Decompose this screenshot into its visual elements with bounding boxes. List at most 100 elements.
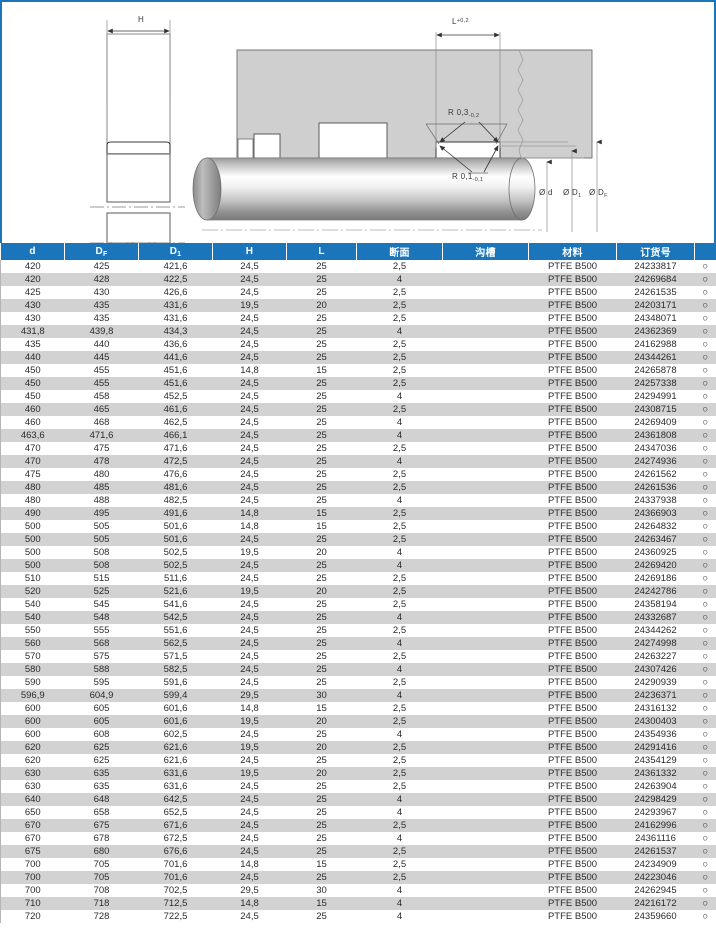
table-row[interactable]: 490 495 491,6 14,8 15 2,5 PTFE B500 24366903 ○ bbox=[0, 507, 716, 520]
table-row[interactable]: 630 635 631,6 24,5 25 2,5 PTFE B500 24263904 ○ bbox=[0, 780, 716, 793]
cell-option-marker[interactable]: ○ bbox=[694, 728, 716, 741]
table-row[interactable]: 450 455 451,6 24,5 25 2,5 PTFE B500 24257338 ○ bbox=[0, 377, 716, 390]
cell-option-marker[interactable]: ○ bbox=[694, 364, 716, 377]
column-header-df[interactable]: DF bbox=[64, 243, 139, 260]
table-row[interactable]: 425 430 426,6 24,5 25 2,5 PTFE B500 24261535 ○ bbox=[0, 286, 716, 299]
table-row[interactable]: 540 545 541,6 24,5 25 2,5 PTFE B500 24358194 ○ bbox=[0, 598, 716, 611]
table-row[interactable]: 700 708 702,5 29,5 30 4 PTFE B500 24262945 ○ bbox=[0, 884, 716, 897]
cell-option-marker[interactable]: ○ bbox=[694, 520, 716, 533]
cell-option-marker[interactable]: ○ bbox=[694, 260, 716, 273]
cell-option-marker[interactable]: ○ bbox=[694, 390, 716, 403]
table-row[interactable]: 480 488 482,5 24,5 25 4 PTFE B500 24337938 ○ bbox=[0, 494, 716, 507]
cell-option-marker[interactable]: ○ bbox=[694, 286, 716, 299]
cell-option-marker[interactable]: ○ bbox=[694, 884, 716, 897]
cell-option-marker[interactable]: ○ bbox=[694, 806, 716, 819]
table-row[interactable]: 560 568 562,5 24,5 25 4 PTFE B500 24274998 ○ bbox=[0, 637, 716, 650]
cell-option-marker[interactable]: ○ bbox=[694, 676, 716, 689]
cell-option-marker[interactable]: ○ bbox=[694, 468, 716, 481]
cell-option-marker[interactable]: ○ bbox=[694, 897, 716, 910]
cell-option-marker[interactable]: ○ bbox=[694, 754, 716, 767]
column-header-material[interactable]: 材料 bbox=[528, 243, 617, 260]
table-row[interactable]: 460 468 462,5 24,5 25 4 PTFE B500 24269409 ○ bbox=[0, 416, 716, 429]
table-row[interactable]: 480 485 481,6 24,5 25 2,5 PTFE B500 24261536 ○ bbox=[0, 481, 716, 494]
cell-option-marker[interactable]: ○ bbox=[694, 338, 716, 351]
table-row[interactable]: 670 678 672,5 24,5 25 4 PTFE B500 24361116 ○ bbox=[0, 832, 716, 845]
cell-option-marker[interactable]: ○ bbox=[694, 351, 716, 364]
table-row[interactable]: 670 675 671,6 24,5 25 2,5 PTFE B500 24162996 ○ bbox=[0, 819, 716, 832]
table-row[interactable]: 620 625 621,6 19,5 20 2,5 PTFE B500 24291416 ○ bbox=[0, 741, 716, 754]
cell-option-marker[interactable]: ○ bbox=[694, 572, 716, 585]
table-row[interactable]: 620 625 621,6 24,5 25 2,5 PTFE B500 24354129 ○ bbox=[0, 754, 716, 767]
cell-option-marker[interactable]: ○ bbox=[694, 442, 716, 455]
cell-option-marker[interactable]: ○ bbox=[694, 715, 716, 728]
table-row[interactable]: 420 425 421,6 24,5 25 2,5 PTFE B500 24233817 ○ bbox=[0, 260, 716, 273]
table-row[interactable]: 550 555 551,6 24,5 25 2,5 PTFE B500 24344262 ○ bbox=[0, 624, 716, 637]
cell-option-marker[interactable]: ○ bbox=[694, 702, 716, 715]
table-row[interactable]: 500 505 501,6 14,8 15 2,5 PTFE B500 24264832 ○ bbox=[0, 520, 716, 533]
table-row[interactable]: 600 605 601,6 19,5 20 2,5 PTFE B500 24300403 ○ bbox=[0, 715, 716, 728]
cell-option-marker[interactable]: ○ bbox=[694, 767, 716, 780]
cell-option-marker[interactable]: ○ bbox=[694, 689, 716, 702]
table-row[interactable]: 500 505 501,6 24,5 25 2,5 PTFE B500 24263467 ○ bbox=[0, 533, 716, 546]
cell-option-marker[interactable]: ○ bbox=[694, 910, 716, 923]
cell-option-marker[interactable]: ○ bbox=[694, 299, 716, 312]
table-row[interactable]: 650 658 652,5 24,5 25 4 PTFE B500 24293967 ○ bbox=[0, 806, 716, 819]
table-row[interactable]: 600 608 602,5 24,5 25 4 PTFE B500 24354936 ○ bbox=[0, 728, 716, 741]
cell-option-marker[interactable]: ○ bbox=[694, 312, 716, 325]
cell-option-marker[interactable]: ○ bbox=[694, 455, 716, 468]
column-header-l[interactable]: L bbox=[286, 243, 357, 260]
cell-option-marker[interactable]: ○ bbox=[694, 507, 716, 520]
column-header-section[interactable]: 断面 bbox=[356, 243, 443, 260]
column-header-option[interactable] bbox=[694, 243, 716, 260]
cell-option-marker[interactable]: ○ bbox=[694, 598, 716, 611]
cell-option-marker[interactable]: ○ bbox=[694, 273, 716, 286]
table-row[interactable]: 630 635 631,6 19,5 20 2,5 PTFE B500 24361332 ○ bbox=[0, 767, 716, 780]
table-row[interactable]: 450 455 451,6 14,8 15 2,5 PTFE B500 24265878 ○ bbox=[0, 364, 716, 377]
cell-option-marker[interactable]: ○ bbox=[694, 858, 716, 871]
table-row[interactable]: 520 525 521,6 19,5 20 2,5 PTFE B500 24242786 ○ bbox=[0, 585, 716, 598]
table-row[interactable]: 500 508 502,5 24,5 25 4 PTFE B500 24269420 ○ bbox=[0, 559, 716, 572]
cell-option-marker[interactable]: ○ bbox=[694, 325, 716, 338]
cell-option-marker[interactable]: ○ bbox=[694, 403, 716, 416]
cell-option-marker[interactable]: ○ bbox=[694, 416, 716, 429]
table-row[interactable]: 460 465 461,6 24,5 25 2,5 PTFE B500 24308715 ○ bbox=[0, 403, 716, 416]
table-row[interactable]: 580 588 582,5 24,5 25 4 PTFE B500 24307426 ○ bbox=[0, 663, 716, 676]
column-header-d[interactable]: d bbox=[0, 243, 65, 260]
table-row[interactable]: 470 475 471,6 24,5 25 2,5 PTFE B500 24347036 ○ bbox=[0, 442, 716, 455]
cell-option-marker[interactable]: ○ bbox=[694, 637, 716, 650]
cell-option-marker[interactable]: ○ bbox=[694, 585, 716, 598]
table-row[interactable]: 710 718 712,5 14,8 15 4 PTFE B500 24216172 ○ bbox=[0, 897, 716, 910]
table-row[interactable]: 431,8 439,8 434,3 24,5 25 4 PTFE B500 24362369 ○ bbox=[0, 325, 716, 338]
table-row[interactable]: 430 435 431,6 24,5 25 2,5 PTFE B500 24348071 ○ bbox=[0, 312, 716, 325]
cell-option-marker[interactable]: ○ bbox=[694, 546, 716, 559]
cell-option-marker[interactable]: ○ bbox=[694, 741, 716, 754]
table-row[interactable]: 640 648 642,5 24,5 25 4 PTFE B500 24298429 ○ bbox=[0, 793, 716, 806]
table-row[interactable]: 463,6 471,6 466,1 24,5 25 4 PTFE B500 24361808 ○ bbox=[0, 429, 716, 442]
table-row[interactable]: 420 428 422,5 24,5 25 4 PTFE B500 24269684 ○ bbox=[0, 273, 716, 286]
table-row[interactable]: 700 705 701,6 24,5 25 2,5 PTFE B500 24223046 ○ bbox=[0, 871, 716, 884]
cell-option-marker[interactable]: ○ bbox=[694, 793, 716, 806]
table-row[interactable]: 440 445 441,6 24,5 25 2,5 PTFE B500 24344261 ○ bbox=[0, 351, 716, 364]
table-row[interactable]: 700 705 701,6 14,8 15 2,5 PTFE B500 24234909 ○ bbox=[0, 858, 716, 871]
table-row[interactable]: 510 515 511,6 24,5 25 2,5 PTFE B500 24269186 ○ bbox=[0, 572, 716, 585]
column-header-d1[interactable]: D1 bbox=[138, 243, 213, 260]
column-header-h[interactable]: H bbox=[212, 243, 287, 260]
cell-option-marker[interactable]: ○ bbox=[694, 650, 716, 663]
cell-option-marker[interactable]: ○ bbox=[694, 559, 716, 572]
table-row[interactable]: 600 605 601,6 14,8 15 2,5 PTFE B500 24316132 ○ bbox=[0, 702, 716, 715]
table-row[interactable]: 470 478 472,5 24,5 25 4 PTFE B500 24274936 ○ bbox=[0, 455, 716, 468]
table-row[interactable]: 675 680 676,6 24,5 25 2,5 PTFE B500 24261537 ○ bbox=[0, 845, 716, 858]
cell-option-marker[interactable]: ○ bbox=[694, 780, 716, 793]
table-row[interactable]: 475 480 476,6 24,5 25 2,5 PTFE B500 24261562 ○ bbox=[0, 468, 716, 481]
table-row[interactable]: 590 595 591,6 24,5 25 2,5 PTFE B500 24290939 ○ bbox=[0, 676, 716, 689]
cell-option-marker[interactable]: ○ bbox=[694, 377, 716, 390]
cell-option-marker[interactable]: ○ bbox=[694, 832, 716, 845]
table-row[interactable]: 450 458 452,5 24,5 25 4 PTFE B500 24294991 ○ bbox=[0, 390, 716, 403]
table-row[interactable]: 720 728 722,5 24,5 25 4 PTFE B500 24359660 ○ bbox=[0, 910, 716, 923]
cell-option-marker[interactable]: ○ bbox=[694, 663, 716, 676]
table-row[interactable]: 540 548 542,5 24,5 25 4 PTFE B500 24332687 ○ bbox=[0, 611, 716, 624]
cell-option-marker[interactable]: ○ bbox=[694, 494, 716, 507]
cell-option-marker[interactable]: ○ bbox=[694, 845, 716, 858]
column-header-order-number[interactable]: 订货号 bbox=[616, 243, 695, 260]
cell-option-marker[interactable]: ○ bbox=[694, 871, 716, 884]
